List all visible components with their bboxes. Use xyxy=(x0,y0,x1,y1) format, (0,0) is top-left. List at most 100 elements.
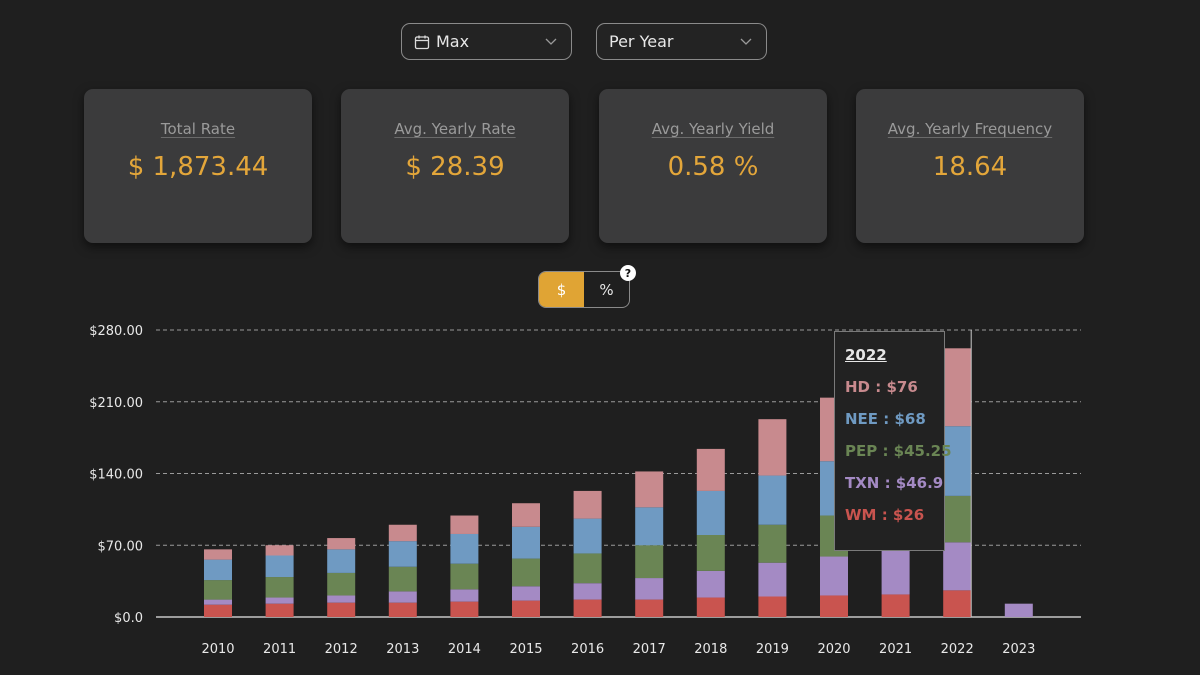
bar-segment-hd-2015 xyxy=(512,503,540,527)
chevron-down-icon xyxy=(740,38,752,45)
x-tick-label: 2012 xyxy=(325,642,358,657)
stat-card-avg-yearly-rate: Avg. Yearly Rate $ 28.39 xyxy=(341,89,569,243)
stat-card-value: $ 1,873.44 xyxy=(127,152,269,182)
stat-card-value: 18.64 xyxy=(932,152,1008,182)
stat-card-label: Total Rate xyxy=(160,120,236,138)
tooltip-row-txn: TXN : $46.9 xyxy=(845,474,944,492)
stat-card-value: 0.58 % xyxy=(667,152,759,182)
x-tick-label: 2020 xyxy=(817,642,850,657)
tooltip-row-wm: WM : $26 xyxy=(845,506,925,524)
bar-segment-wm-2020 xyxy=(820,595,848,617)
bar-segment-hd-2014 xyxy=(450,515,479,534)
x-tick-label: 2017 xyxy=(633,642,666,657)
bar-segment-pep-2012 xyxy=(327,572,356,596)
bar-segment-nee-2017 xyxy=(635,507,664,546)
range-select-value: Max xyxy=(436,32,470,51)
stat-card-total-rate: Total Rate $ 1,873.44 xyxy=(84,89,312,243)
bar-segment-nee-2018 xyxy=(696,490,725,535)
x-tick-label: 2014 xyxy=(448,642,481,657)
bar-segment-pep-2022 xyxy=(943,495,972,543)
y-tick-label: $0.0 xyxy=(114,611,143,626)
stat-card-label: Avg. Yearly Frequency xyxy=(887,120,1053,138)
percent-toggle-button[interactable]: % xyxy=(599,280,614,299)
x-tick-label: 2011 xyxy=(263,642,296,657)
calendar-icon xyxy=(414,34,430,50)
bar-segment-wm-2018 xyxy=(696,597,725,617)
bar-segment-wm-2017 xyxy=(635,599,664,617)
x-tick-label: 2015 xyxy=(509,642,542,657)
period-select-value: Per Year xyxy=(609,32,674,51)
stacked-bar-chart: $0.0 $70.00 $140.00 $210.00 $280.00 2010 2011 2… xyxy=(89,324,1081,657)
bar-segment-txn-2014 xyxy=(450,589,479,602)
bar-segment-wm-2010 xyxy=(204,604,232,617)
bar-segment-txn-2011 xyxy=(265,597,294,604)
bar-segment-nee-2015 xyxy=(512,526,540,559)
bar-segment-hd-2012 xyxy=(327,538,356,550)
bar-segment-nee-2019 xyxy=(758,475,787,525)
bar-segment-txn-2021 xyxy=(881,550,910,595)
unit-toggle: $ % xyxy=(538,271,630,308)
bar-segment-pep-2011 xyxy=(265,577,294,598)
bar-segment-txn-2015 xyxy=(512,586,540,601)
bar-segment-pep-2013 xyxy=(388,566,417,592)
tooltip-row-pep: PEP : $45.25 xyxy=(845,442,952,460)
x-tick-label: 2016 xyxy=(571,642,604,657)
range-select[interactable]: Max xyxy=(401,23,572,60)
bar-segment-nee-2011 xyxy=(265,555,294,578)
bar-segment-hd-2022 xyxy=(943,348,972,427)
bar-segment-wm-2021 xyxy=(881,594,910,617)
bar-segment-wm-2016 xyxy=(573,599,602,617)
stat-card-label: Avg. Yearly Rate xyxy=(394,120,516,138)
x-tick-label: 2021 xyxy=(879,642,912,657)
bar-segment-txn-2017 xyxy=(635,578,664,600)
bar-segment-pep-2016 xyxy=(573,553,602,584)
bar-segment-pep-2015 xyxy=(512,558,540,587)
help-icon[interactable]: ? xyxy=(620,265,636,281)
bar-segment-pep-2017 xyxy=(635,545,664,579)
bar-segment-txn-2020 xyxy=(820,556,848,596)
bar-segment-hd-2016 xyxy=(573,490,602,519)
bar-segment-hd-2017 xyxy=(635,471,664,508)
x-tick-label: 2022 xyxy=(941,642,974,657)
x-tick-label: 2010 xyxy=(201,642,234,657)
bar-segment-pep-2018 xyxy=(696,535,725,571)
y-tick-label: $70.00 xyxy=(98,539,144,554)
bar-segment-hd-2010 xyxy=(204,549,232,560)
bar-segment-txn-2010 xyxy=(204,599,232,605)
bar-segment-txn-2012 xyxy=(327,595,356,603)
x-tick-label: 2013 xyxy=(386,642,419,657)
bar-segment-txn-2022 xyxy=(943,542,972,591)
chevron-down-icon xyxy=(545,38,557,45)
dollar-toggle-button[interactable]: $ xyxy=(539,272,584,307)
bar-segment-nee-2016 xyxy=(573,518,602,554)
bar-segment-txn-2023 xyxy=(1004,603,1033,617)
bar-segment-wm-2019 xyxy=(758,596,787,617)
bar-segment-hd-2019 xyxy=(758,419,787,476)
stat-card-avg-yearly-frequency: Avg. Yearly Frequency 18.64 xyxy=(856,89,1084,243)
x-tick-label: 2023 xyxy=(1002,642,1035,657)
bar-segment-hd-2011 xyxy=(265,545,294,556)
bar-segment-nee-2022 xyxy=(943,426,972,496)
bar-segment-pep-2019 xyxy=(758,524,787,563)
bar-segment-nee-2012 xyxy=(327,549,356,573)
stat-card-label: Avg. Yearly Yield xyxy=(651,120,775,138)
bar-segment-nee-2013 xyxy=(388,541,417,567)
bar-segment-wm-2022 xyxy=(943,590,972,617)
stat-card-avg-yearly-yield: Avg. Yearly Yield 0.58 % xyxy=(599,89,827,243)
tooltip-row-hd: HD : $76 xyxy=(845,378,918,396)
x-tick-label: 2019 xyxy=(756,642,789,657)
y-tick-label: $140.00 xyxy=(89,468,143,483)
bar-segment-pep-2010 xyxy=(204,580,232,600)
tooltip-row-nee: NEE : $68 xyxy=(845,410,926,428)
x-tick-label: 2018 xyxy=(694,642,727,657)
bar-segment-txn-2013 xyxy=(388,591,417,603)
bar-segment-hd-2013 xyxy=(388,524,417,542)
chart-tooltip: 2022 HD : $76 NEE : $68 PEP : $45.25 TXN… xyxy=(834,331,952,551)
bar-segment-txn-2019 xyxy=(758,562,787,597)
bar-segment-txn-2016 xyxy=(573,583,602,600)
bar-segment-pep-2014 xyxy=(450,563,479,590)
bar-segment-wm-2015 xyxy=(512,600,540,617)
bar-segment-nee-2010 xyxy=(204,559,232,581)
period-select[interactable]: Per Year xyxy=(596,23,767,60)
bar-segment-hd-2018 xyxy=(696,448,725,491)
